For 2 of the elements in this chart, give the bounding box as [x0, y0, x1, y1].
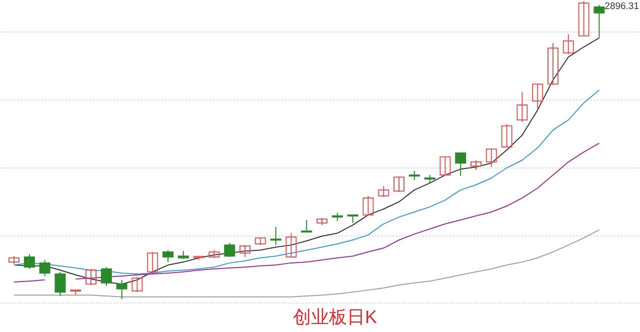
title: 创业板日K: [293, 307, 377, 327]
annotation: 2896.31: [604, 1, 639, 12]
